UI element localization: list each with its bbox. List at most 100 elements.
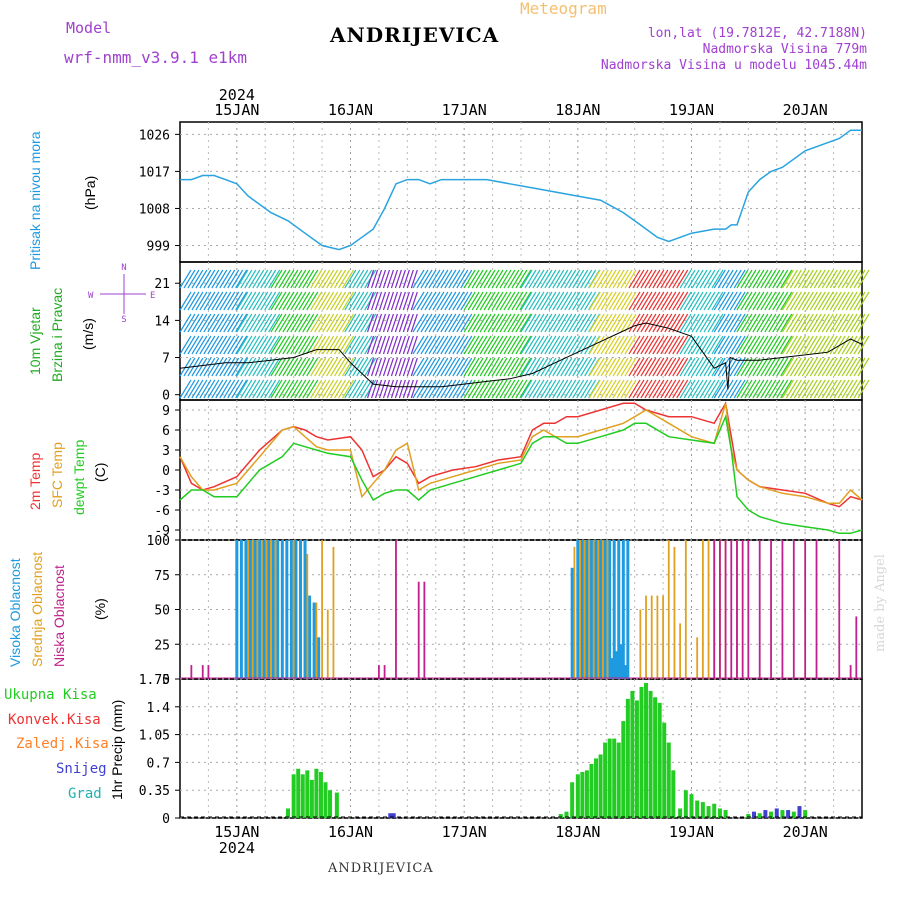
wind-barb	[215, 291, 228, 311]
wind-barb	[231, 357, 244, 377]
wind-barb	[813, 291, 826, 311]
wind-barb	[672, 379, 685, 399]
wind-barb	[817, 313, 830, 333]
precip-snow-bar	[763, 810, 768, 818]
date-label-top: 16JAN	[328, 101, 373, 119]
wind-barb	[386, 291, 395, 311]
wind-barb	[348, 313, 361, 333]
wind-barb	[781, 291, 794, 311]
wind-barb	[683, 313, 696, 333]
wind-barb	[314, 291, 327, 311]
wind-barb	[829, 335, 842, 355]
wind-barb	[588, 269, 601, 289]
wind-barb	[679, 357, 692, 377]
cloud-low-bar	[741, 540, 744, 679]
wind-barb	[632, 357, 645, 377]
wind-barb	[596, 379, 609, 399]
cloud-high-bar	[235, 540, 239, 679]
wind-barb	[676, 379, 689, 399]
wind-barb	[444, 357, 457, 377]
wind-barb	[207, 335, 220, 355]
wind-barb	[215, 335, 228, 355]
wind-barb	[314, 313, 327, 333]
wind-barb	[370, 335, 379, 355]
wind-barb	[540, 313, 553, 333]
wind-barb	[274, 335, 287, 355]
wind-barb	[733, 291, 746, 311]
wind-barb	[660, 269, 673, 289]
wind-barb	[227, 291, 240, 311]
wind-barb	[410, 335, 418, 355]
wind-barb	[841, 357, 854, 377]
wind-barb	[520, 269, 533, 289]
wind-barb	[612, 335, 625, 355]
wind-barb	[420, 291, 433, 311]
cloud-mid-bar	[684, 540, 687, 679]
wind-barb	[420, 269, 433, 289]
wind-barb	[256, 291, 269, 311]
wind-barb	[231, 335, 244, 355]
cloud-high-bar	[308, 595, 312, 679]
wind-barb	[374, 335, 383, 355]
wind-barb	[207, 269, 220, 289]
wind-barb	[448, 379, 461, 399]
wind-barb	[440, 313, 453, 333]
wind-barb	[483, 379, 496, 399]
wind-barb	[256, 313, 269, 333]
wind-barb	[302, 357, 315, 377]
wind-barb	[592, 291, 605, 311]
wind-barb	[616, 379, 629, 399]
wind-barb	[475, 379, 488, 399]
wind-barb	[717, 313, 730, 333]
wind-barb	[725, 313, 738, 333]
wind-barb	[244, 269, 257, 289]
wind-barb	[236, 291, 249, 311]
wind-barb	[780, 335, 793, 355]
wind-barb	[656, 291, 669, 311]
wind-speed-line	[179, 322, 863, 390]
cloud-high-bar	[262, 540, 266, 679]
wind-barb	[179, 335, 192, 355]
wind-barb	[725, 379, 738, 399]
wind-barb	[448, 313, 461, 333]
wind-barb	[552, 269, 565, 289]
precip-total-bar	[803, 810, 808, 818]
wind-barb	[644, 313, 657, 333]
wind-barb	[382, 335, 391, 355]
wind-barb	[244, 291, 257, 311]
wind-barb	[588, 357, 601, 377]
wind-barb	[507, 335, 520, 355]
wind-barb	[760, 379, 773, 399]
wind-barb	[801, 357, 814, 377]
wind-barb	[360, 335, 373, 355]
wind-barb	[460, 269, 473, 289]
wind-barb	[837, 291, 850, 311]
wind-barb	[432, 313, 445, 333]
wind-barb	[744, 269, 757, 289]
wind-barb	[768, 291, 781, 311]
wind-barb	[436, 335, 449, 355]
wind-barb	[187, 291, 200, 311]
wind-barb	[717, 269, 730, 289]
wind-barb	[781, 379, 794, 399]
wind-barb	[338, 269, 351, 289]
wind-barb	[499, 335, 512, 355]
wind-barb	[813, 269, 826, 289]
wind-barb	[203, 269, 216, 289]
wind-barb	[231, 291, 244, 311]
wind-barb	[456, 335, 469, 355]
wind-barb	[668, 291, 681, 311]
wind-barb	[785, 313, 798, 333]
wind-barb	[278, 379, 291, 399]
wind-barb	[227, 269, 240, 289]
wind-barb	[386, 313, 395, 333]
wind-barb	[487, 269, 500, 289]
wind-barb	[793, 269, 806, 289]
precip-conv-label: Konvek.Kisa	[8, 712, 101, 728]
wind-barb	[342, 291, 355, 311]
y-tick-label: 0	[162, 673, 170, 688]
wind-barb	[729, 269, 742, 289]
wind-barb	[402, 269, 410, 289]
wind-barb	[268, 379, 281, 399]
wind-barb	[260, 379, 273, 399]
